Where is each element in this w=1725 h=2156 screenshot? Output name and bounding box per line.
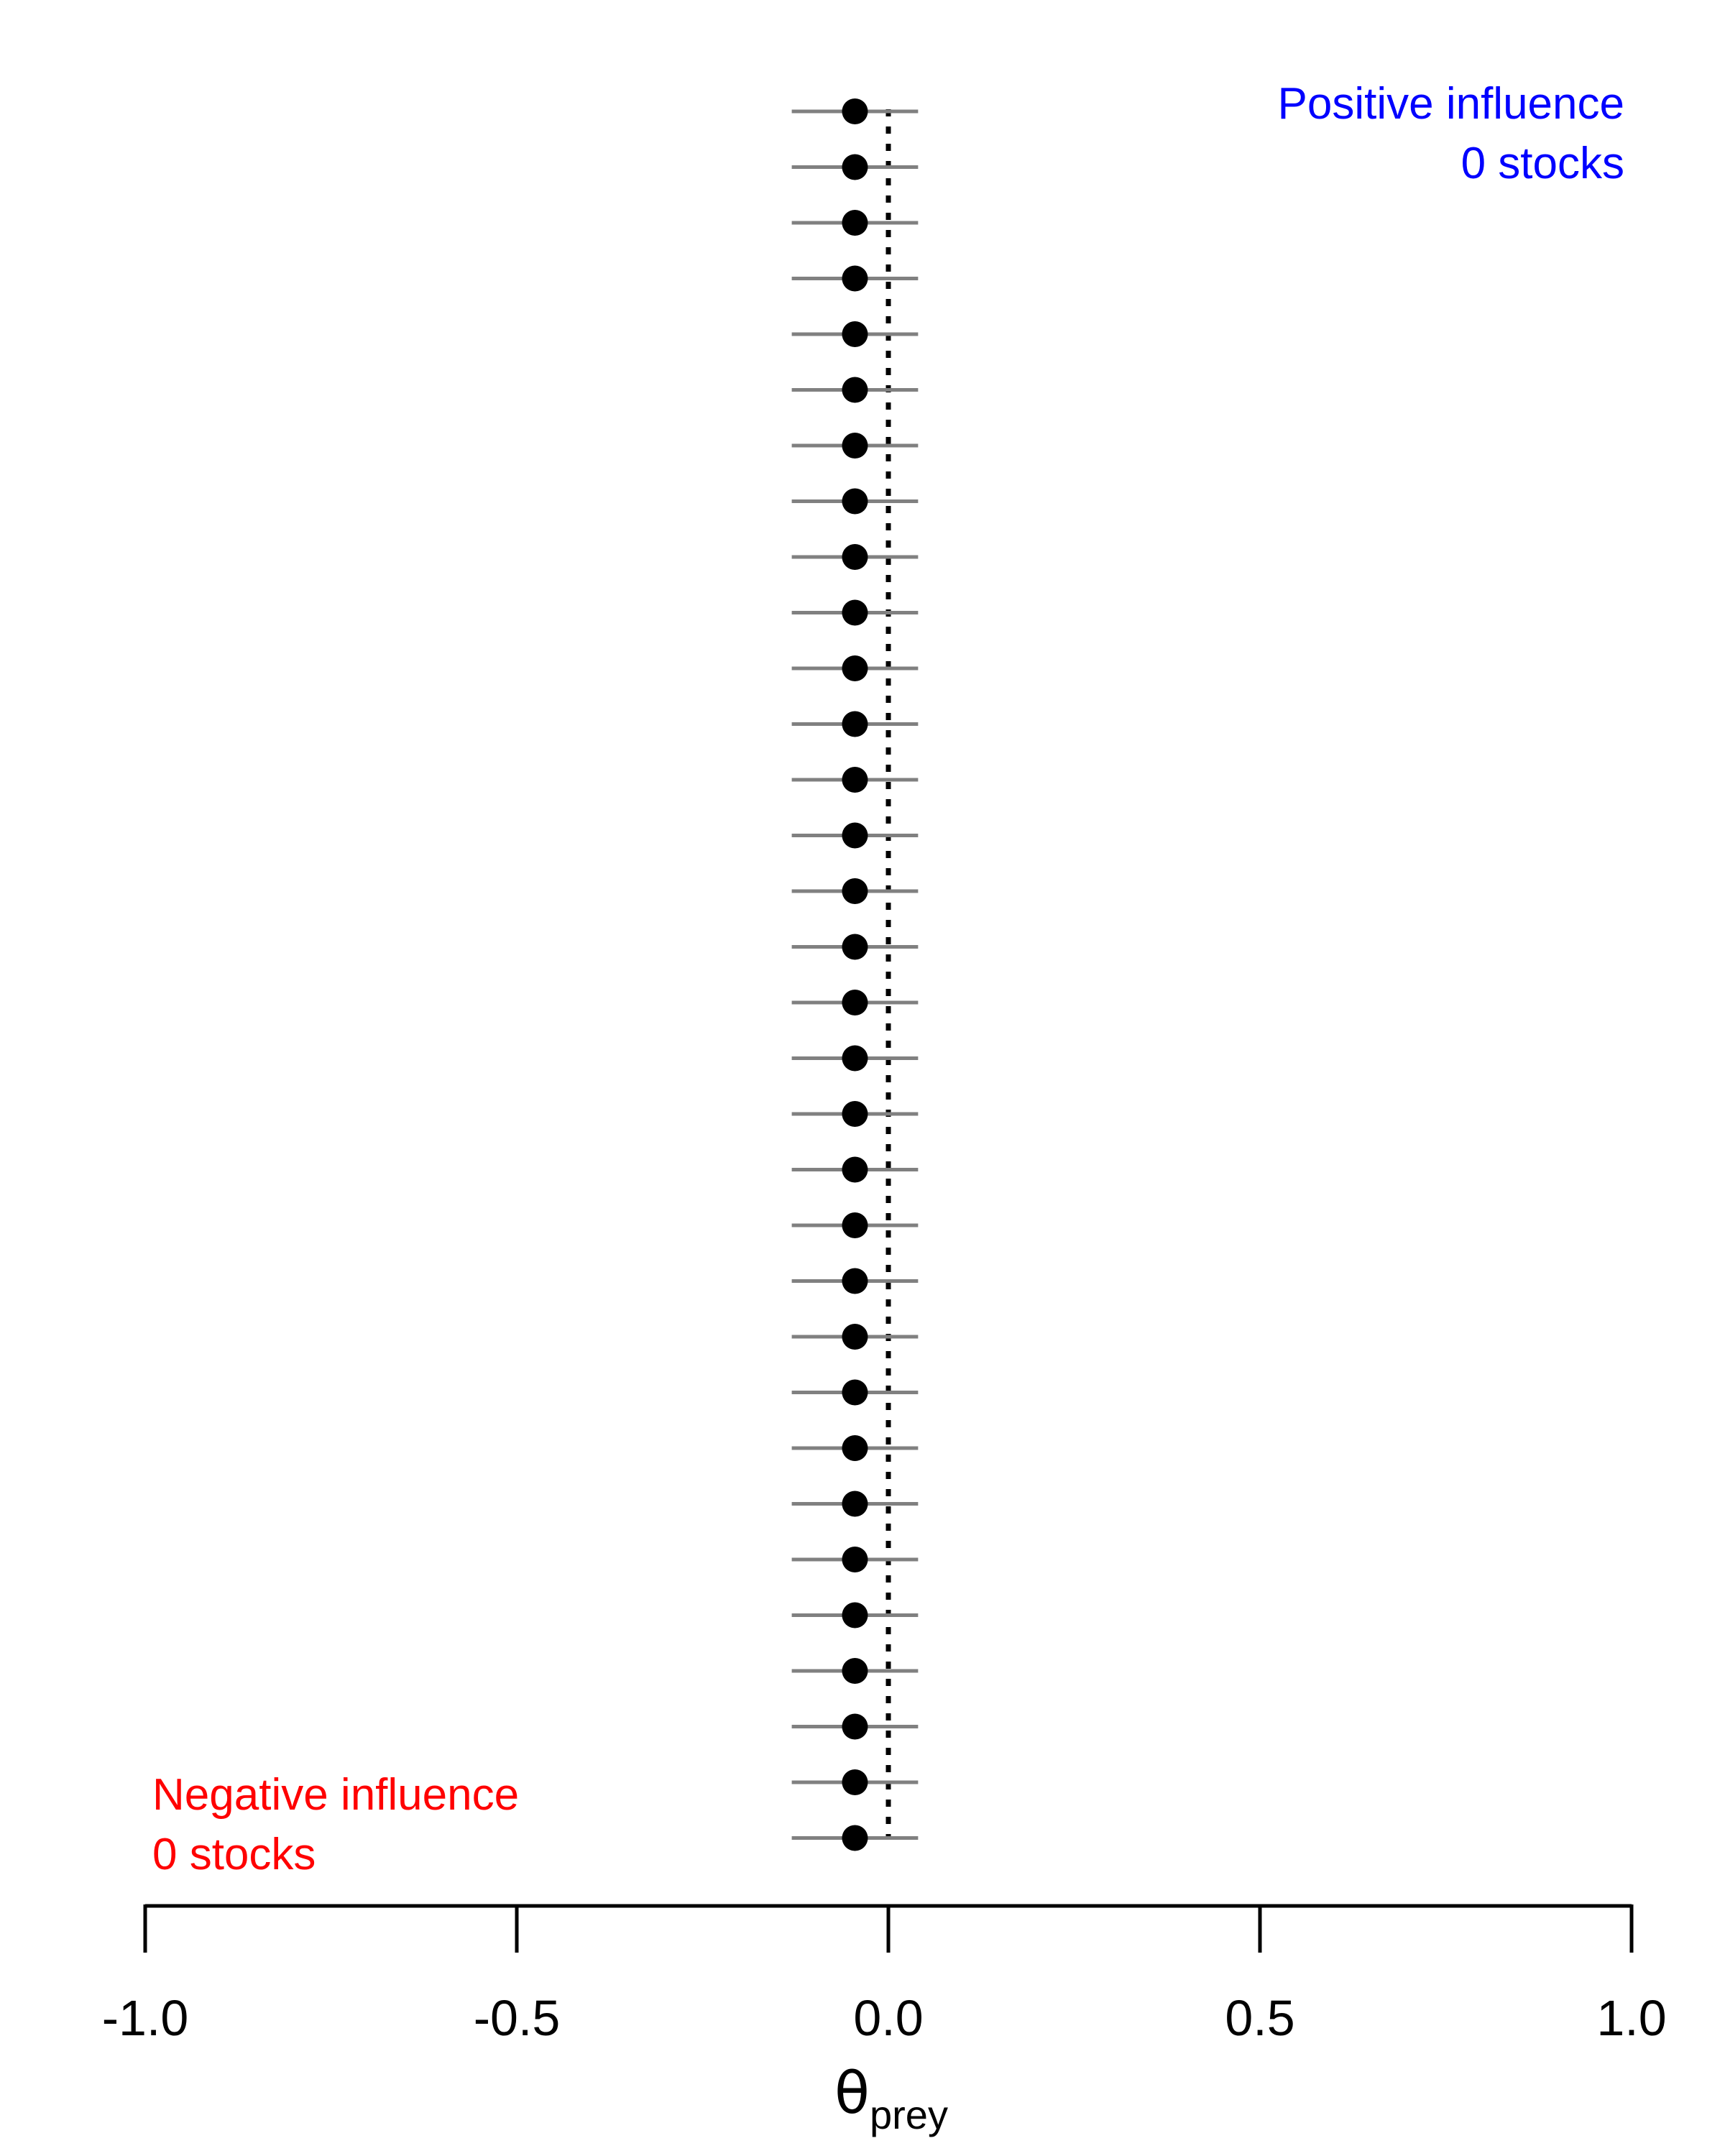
point-estimate xyxy=(842,377,868,403)
x-axis: -1.0 -0.5 0.0 0.5 1.0 xyxy=(102,1904,1667,2046)
point-estimate xyxy=(842,934,868,960)
negative-influence-count: 0 stocks xyxy=(152,1830,316,1879)
point-estimate xyxy=(842,1101,868,1127)
point-estimate xyxy=(842,1547,868,1572)
positive-influence-label: Positive influence xyxy=(1278,79,1625,129)
point-estimate xyxy=(842,488,868,515)
point-estimate xyxy=(842,1825,868,1851)
x-tick-label: -1.0 xyxy=(102,1990,189,2046)
x-axis-title-symbol: θ xyxy=(834,2060,870,2127)
point-estimate xyxy=(842,1156,868,1183)
point-estimate xyxy=(842,1212,868,1238)
point-estimate xyxy=(842,599,868,626)
point-estimate xyxy=(842,1379,868,1406)
point-estimate xyxy=(842,1324,868,1350)
x-tick-label: 1.0 xyxy=(1596,1990,1666,2046)
x-tick-label: 0.5 xyxy=(1225,1990,1294,2046)
point-estimate xyxy=(842,1045,868,1072)
point-estimate xyxy=(842,1713,868,1740)
point-estimate xyxy=(842,1602,868,1628)
point-estimate xyxy=(842,321,868,347)
point-estimate xyxy=(842,990,868,1015)
point-estimate xyxy=(842,655,868,681)
point-estimate xyxy=(842,822,868,849)
point-estimate xyxy=(842,767,868,793)
interval-layer xyxy=(791,109,919,1840)
point-estimate xyxy=(842,98,868,124)
point-estimate xyxy=(842,265,868,292)
negative-influence-label: Negative influence xyxy=(152,1770,519,1820)
point-estimate xyxy=(842,1268,868,1294)
point-estimate xyxy=(842,210,868,236)
point-estimate xyxy=(842,544,868,570)
x-tick-label: -0.5 xyxy=(474,1990,561,2046)
point-estimate xyxy=(842,154,868,180)
point-estimate xyxy=(842,433,868,459)
point-estimate xyxy=(842,1658,868,1684)
x-axis-title-subscript: prey xyxy=(870,2092,948,2137)
point-estimate xyxy=(842,1435,868,1461)
point-estimate xyxy=(842,711,868,737)
point-estimate xyxy=(842,878,868,904)
point-layer xyxy=(842,98,868,1851)
point-estimate xyxy=(842,1491,868,1517)
x-tick-label: 0.0 xyxy=(853,1990,923,2046)
point-estimate xyxy=(842,1769,868,1795)
x-axis-title: θprey xyxy=(834,2060,948,2137)
positive-influence-count: 0 stocks xyxy=(1461,139,1624,188)
